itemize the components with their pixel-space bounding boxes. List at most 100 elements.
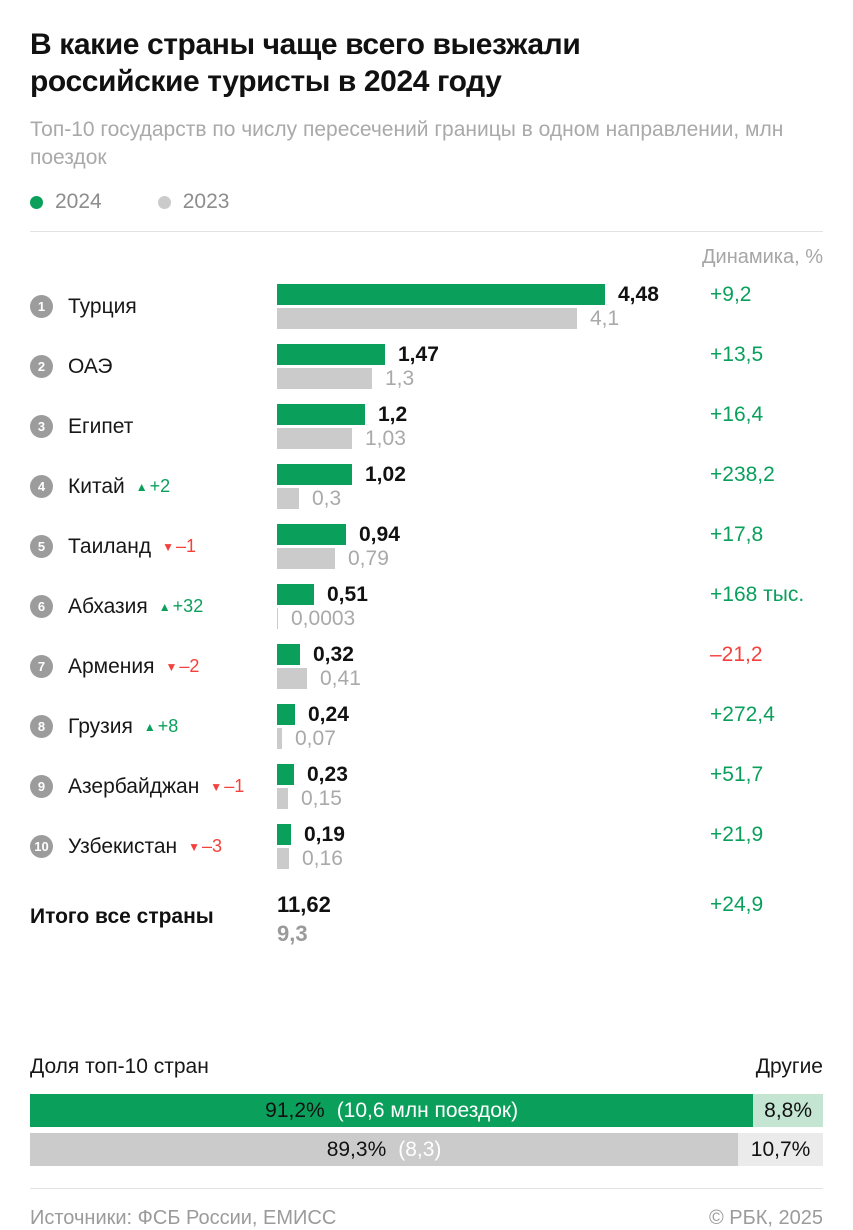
bars: 0,32 0,41 [277,643,823,690]
bar-line-2024: 4,48 [277,283,823,306]
rank-change-value: +32 [172,596,204,616]
share-section: Доля топ-10 стран Другие 91,2% (10,6 млн… [30,1055,823,1166]
share-segment-others-2024: 8,8% [753,1094,823,1127]
value-2023: 0,15 [301,786,342,810]
bar-2024 [277,644,300,665]
rank-change-value: +8 [157,716,179,736]
rank-change-triangle-icon: ▲ [143,719,156,734]
bar-2024 [277,584,314,605]
share-note-2023: (8,3) [398,1137,442,1161]
rank-badge: 3 [30,415,53,438]
country-rows: 1 Турция 4,48 4,1 +9,2 2 ОАЭ 1,47 [30,283,823,870]
bars: 4,48 4,1 [277,283,823,330]
country-label: Узбекистан [68,834,178,858]
dynamic-value: +168 тыс. [710,583,805,606]
rank-change-indicator: ▼ –3 [188,836,222,857]
dynamics-column-header: Динамика, % [701,246,823,268]
rank-change-triangle-icon: ▲ [135,479,148,494]
dynamic-value: +238,2 [710,463,775,486]
rank-badge: 9 [30,775,53,798]
bar-2023 [277,668,307,689]
bar-line-2024: 0,24 [277,702,823,726]
share-bar-2024: 91,2% (10,6 млн поездок) 8,8% [30,1094,823,1127]
rank-change-triangle-icon: ▼ [162,539,174,554]
bars: 0,24 0,07 [277,702,823,750]
bars: 1,02 0,3 [277,462,823,510]
bar-line-2024: 0,94 [277,523,823,546]
value-2023: 0,07 [295,726,336,750]
row-left: 4 Китай ▲ +2 [30,475,277,499]
country-label: Таиланд [68,534,152,558]
bar-line-2024: 1,47 [277,343,823,366]
rank-change-value: –1 [175,536,196,556]
share-segment-top10-2024: 91,2% (10,6 млн поездок) [30,1094,754,1127]
row-left: 7 Армения ▼ –2 [30,655,277,679]
value-2023: 0,16 [302,846,343,870]
row-left: 8 Грузия ▲ +8 [30,715,277,739]
value-2024: 0,24 [308,702,349,726]
value-2023: 1,03 [365,426,406,450]
bar-2023 [277,308,577,329]
copyright-text: © РБК, 2025 [708,1207,823,1229]
rank-change-indicator: ▼ –1 [162,536,196,557]
subtitle: Топ-10 государств по числу пересечений г… [30,118,784,169]
share-note-2024: (10,6 млн поездок) [336,1098,519,1122]
bars: 0,94 0,79 [277,523,823,570]
bar-2024 [277,524,346,545]
bar-line-2024: 0,51 [277,582,823,606]
rank-change-value: –2 [179,656,200,676]
dynamic-value: +16,4 [710,403,764,426]
rank-badge: 6 [30,595,53,618]
rank-change-indicator: ▲ +8 [144,716,178,737]
value-2024: 0,23 [307,762,348,786]
bar-2023 [277,488,299,509]
row-left: 6 Абхазия ▲ +32 [30,595,277,619]
row-left: 1 Турция [30,295,277,319]
rank-change-indicator: ▼ –2 [166,656,200,677]
country-label: Абхазия [68,594,148,618]
bar-line-2023: 0,15 [277,786,823,810]
dynamic-value: –21,2 [710,643,763,666]
rank-badge: 4 [30,475,53,498]
country-label: Китай [68,474,125,498]
value-2023: 4,1 [590,306,620,330]
rank-change-triangle-icon: ▼ [188,839,200,854]
value-2023: 1,3 [385,366,415,390]
bar-2023 [277,548,335,569]
country-label: Армения [68,654,155,678]
bar-2023 [277,368,372,389]
country-row: 10 Узбекистан ▼ –3 0,19 0,16 +21,9 [30,822,823,870]
bar-line-2023: 0,41 [277,667,823,690]
legend-label-2024: 2024 [55,190,102,213]
page-title: В какие страны чаще всего выезжали росси… [30,26,823,100]
bar-2024 [277,764,294,785]
legend-dot-2024-icon [30,195,43,209]
value-2024: 0,19 [304,822,345,846]
bars: 0,23 0,15 [277,762,823,810]
bar-line-2023: 0,07 [277,726,823,750]
bar-line-2023: 0,0003 [277,606,823,630]
country-label: Турция [68,294,137,318]
bar-line-2024: 0,23 [277,762,823,786]
value-2024: 1,02 [365,462,406,486]
share-pct-2024: 91,2% [265,1098,325,1122]
country-row: 4 Китай ▲ +2 1,02 0,3 +238,2 [30,462,823,510]
value-2024: 0,51 [327,582,368,606]
rank-change-indicator: ▲ +32 [159,596,203,617]
bars: 0,51 0,0003 [277,582,823,630]
bars: 0,19 0,16 [277,822,823,870]
share-bar-2023: 89,3% (8,3) 10,7% [30,1133,823,1166]
rank-badge: 10 [30,835,53,858]
rank-badge: 5 [30,535,53,558]
value-2023: 0,0003 [291,606,356,630]
country-label: ОАЭ [68,354,113,378]
total-dynamic-value: +24,9 [710,893,764,916]
share-segment-top10-2023: 89,3% (8,3) [30,1133,739,1166]
bar-2024 [277,284,605,305]
country-row: 7 Армения ▼ –2 0,32 0,41 –21,2 [30,643,823,690]
country-row: 2 ОАЭ 1,47 1,3 +13,5 [30,343,823,390]
rank-badge: 2 [30,355,53,378]
rank-change-indicator: ▲ +2 [136,476,170,497]
share-bars: 91,2% (10,6 млн поездок) 8,8% 89,3% (8,3… [30,1094,823,1166]
dynamic-value: +13,5 [710,343,764,366]
